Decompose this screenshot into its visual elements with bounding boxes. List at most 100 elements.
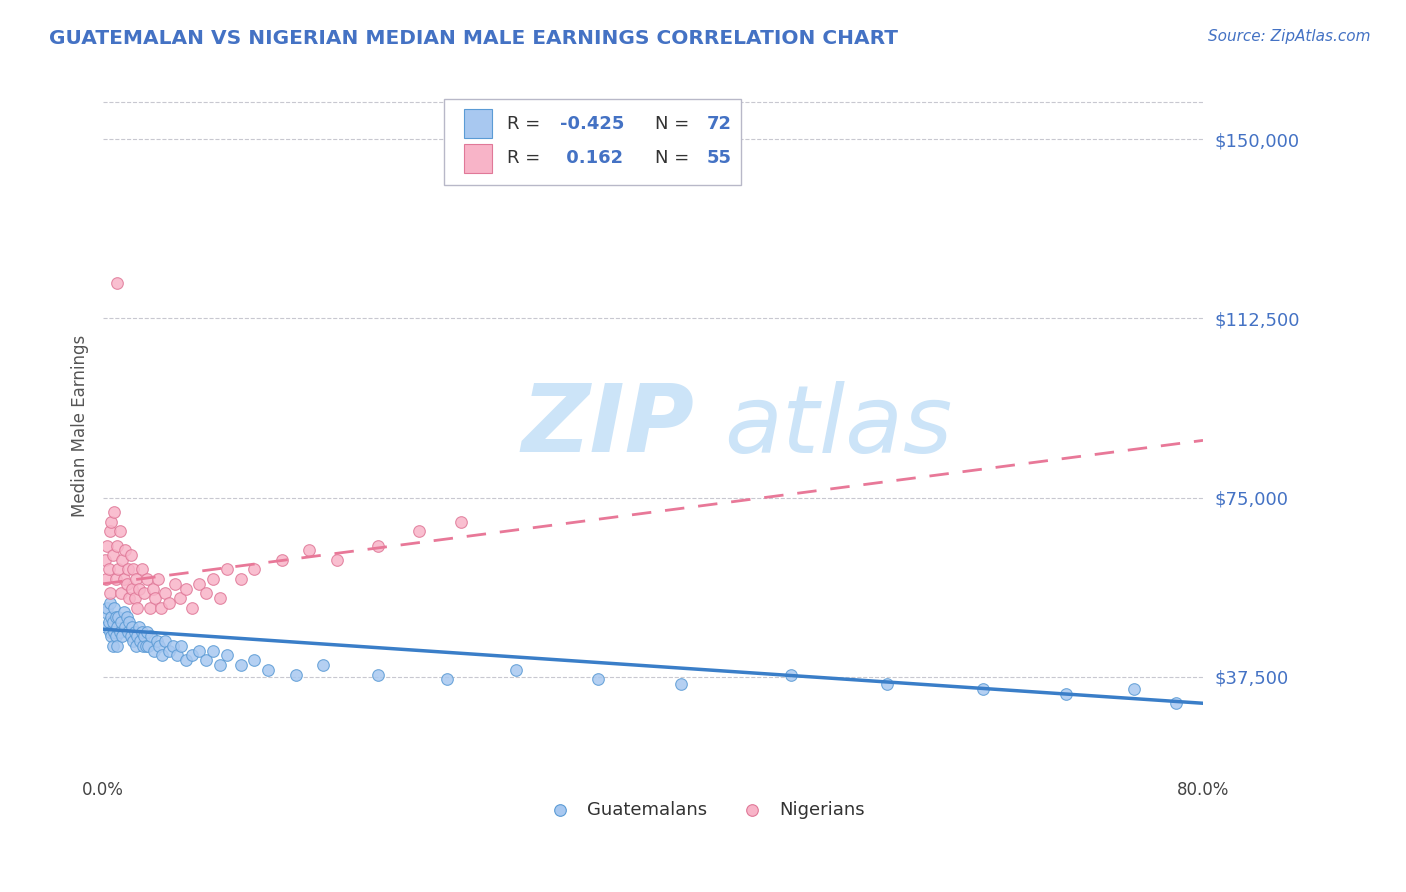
- FancyBboxPatch shape: [444, 99, 741, 186]
- Point: [142, 582, 165, 596]
- Point: [127, 629, 149, 643]
- Point: [118, 591, 141, 606]
- Point: [129, 634, 152, 648]
- Point: [111, 629, 134, 643]
- Point: [408, 524, 430, 539]
- Point: [104, 572, 127, 586]
- Point: [96, 600, 118, 615]
- Point: [174, 653, 197, 667]
- Point: [229, 572, 252, 586]
- Point: [103, 624, 125, 639]
- Point: [122, 634, 145, 648]
- Point: [101, 548, 124, 562]
- Text: Guatemalans: Guatemalans: [588, 801, 707, 819]
- Point: [121, 582, 143, 596]
- Point: [270, 553, 292, 567]
- Point: [125, 639, 148, 653]
- Point: [170, 639, 193, 653]
- Point: [505, 663, 527, 677]
- Text: N =: N =: [655, 115, 695, 133]
- Point: [121, 620, 143, 634]
- Point: [141, 629, 163, 643]
- Text: 72: 72: [707, 115, 733, 133]
- Point: [367, 667, 389, 681]
- Point: [94, 620, 117, 634]
- Point: [229, 658, 252, 673]
- Point: [215, 648, 238, 663]
- Point: [93, 606, 115, 620]
- Point: [215, 562, 238, 576]
- Point: [98, 586, 121, 600]
- Point: [98, 596, 121, 610]
- Point: [312, 658, 335, 673]
- Point: [120, 548, 142, 562]
- Point: [243, 562, 266, 576]
- Point: [436, 673, 458, 687]
- Point: [97, 562, 120, 576]
- Point: [131, 624, 153, 639]
- Point: [103, 600, 125, 615]
- Point: [181, 648, 204, 663]
- Point: [105, 276, 128, 290]
- Point: [149, 600, 172, 615]
- Point: [298, 543, 321, 558]
- Text: Nigerians: Nigerians: [779, 801, 865, 819]
- Point: [208, 658, 231, 673]
- Point: [104, 629, 127, 643]
- Point: [117, 562, 139, 576]
- Text: GUATEMALAN VS NIGERIAN MEDIAN MALE EARNINGS CORRELATION CHART: GUATEMALAN VS NIGERIAN MEDIAN MALE EARNI…: [49, 29, 898, 47]
- Point: [903, 849, 925, 863]
- Point: [157, 596, 180, 610]
- Point: [188, 576, 211, 591]
- Point: [1054, 687, 1077, 701]
- Point: [101, 615, 124, 629]
- Point: [97, 615, 120, 629]
- Point: [157, 643, 180, 657]
- Point: [284, 667, 307, 681]
- Point: [326, 553, 349, 567]
- Point: [450, 515, 472, 529]
- Text: ZIP: ZIP: [522, 380, 695, 472]
- Point: [105, 539, 128, 553]
- Point: [114, 620, 136, 634]
- Point: [115, 610, 138, 624]
- Point: [110, 615, 132, 629]
- Point: [163, 576, 186, 591]
- Point: [100, 629, 122, 643]
- Point: [131, 562, 153, 576]
- Point: [110, 586, 132, 600]
- Point: [122, 562, 145, 576]
- Point: [101, 639, 124, 653]
- Point: [166, 648, 188, 663]
- Point: [972, 681, 994, 696]
- Point: [103, 505, 125, 519]
- Point: [1164, 696, 1187, 710]
- Point: [257, 663, 280, 677]
- Point: [96, 539, 118, 553]
- Point: [112, 606, 135, 620]
- Point: [108, 624, 131, 639]
- Point: [586, 673, 609, 687]
- Point: [93, 553, 115, 567]
- Point: [162, 639, 184, 653]
- Point: [150, 648, 173, 663]
- Y-axis label: Median Male Earnings: Median Male Earnings: [72, 334, 89, 517]
- Point: [669, 677, 692, 691]
- Point: [134, 586, 156, 600]
- Point: [145, 591, 167, 606]
- Point: [118, 615, 141, 629]
- Point: [105, 620, 128, 634]
- Point: [128, 620, 150, 634]
- Point: [114, 543, 136, 558]
- Point: [146, 572, 169, 586]
- Point: [136, 624, 159, 639]
- Point: [98, 524, 121, 539]
- Point: [120, 629, 142, 643]
- Point: [153, 586, 176, 600]
- Point: [127, 600, 149, 615]
- Point: [243, 653, 266, 667]
- Text: atlas: atlas: [724, 381, 953, 472]
- Point: [153, 634, 176, 648]
- Text: 0.162: 0.162: [560, 149, 623, 168]
- Point: [1123, 681, 1146, 696]
